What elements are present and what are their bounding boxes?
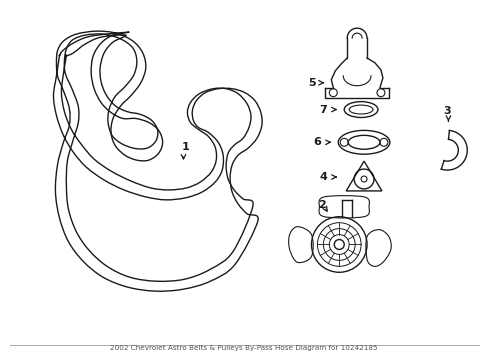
Text: 7: 7 <box>319 104 326 114</box>
Text: 5: 5 <box>307 78 315 88</box>
Text: 3: 3 <box>443 107 450 117</box>
Text: 6: 6 <box>313 137 321 147</box>
Text: 1: 1 <box>181 142 189 152</box>
Text: 2: 2 <box>318 200 325 210</box>
Text: 4: 4 <box>319 172 326 182</box>
Text: 2002 Chevrolet Astro Belts & Pulleys By-Pass Hose Diagram for 10242185: 2002 Chevrolet Astro Belts & Pulleys By-… <box>110 345 377 351</box>
